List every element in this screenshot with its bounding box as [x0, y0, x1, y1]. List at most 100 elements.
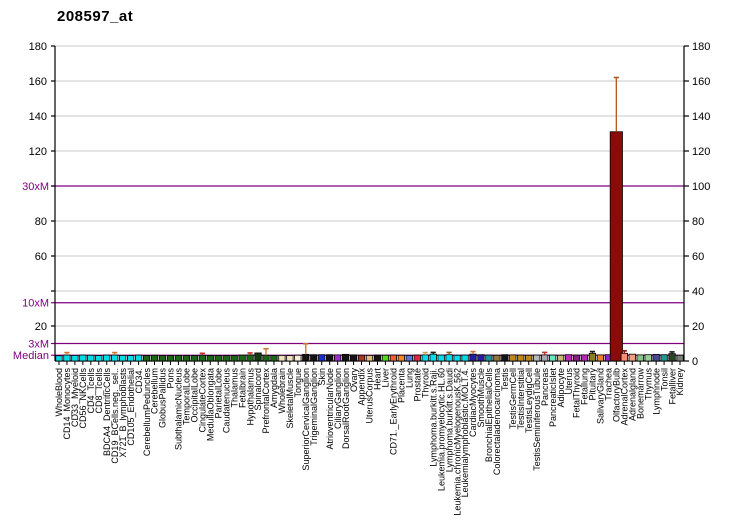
- x-label-TrigeminalGanglion: TrigeminalGanglion: [309, 368, 319, 446]
- bar-SkeletalMuscle: [286, 355, 294, 362]
- x-label-SmoothMuscle: SmoothMuscle: [476, 368, 486, 428]
- bar-Hypothalamus: [246, 354, 254, 362]
- y-label-right: 140: [692, 111, 710, 123]
- x-label-SkeletalMuscle: SkeletalMuscle: [285, 368, 295, 429]
- x-label-CD14_Monocytes: CD14_Monocytes: [62, 368, 72, 440]
- bar-Spinalcord: [254, 352, 262, 362]
- bar-CD19_BCells.neg._sel..: [111, 354, 119, 362]
- x-label-Leukemia.chronicMyelogenousK.562: Leukemia.chronicMyelogenousK.562: [452, 368, 462, 516]
- x-label-Placenta: Placenta: [397, 368, 407, 403]
- bar-CD105_Endothelial: [127, 355, 135, 362]
- x-label-Lymphoma.burkitt.s.Raji.: Lymphoma.burkitt.s.Raji.: [428, 368, 438, 467]
- y-label-left: 180: [29, 41, 47, 53]
- bar-TestisLeydigCell: [525, 354, 533, 362]
- y-label-right: 160: [692, 76, 710, 88]
- bar-Fetalbrain: [238, 354, 246, 362]
- y-label-right: 100: [692, 181, 710, 193]
- x-label-OccipitalLobe: OccipitalLobe: [190, 368, 200, 423]
- x-label-Adipocyte: Adipocyte: [556, 368, 566, 408]
- bar-OccipitalLobe: [190, 355, 198, 362]
- bar-FetalThyroid: [572, 354, 581, 362]
- bar-CD56_NKCells: [79, 354, 87, 362]
- y-label-right: 0: [692, 356, 698, 368]
- bar-UterusCorpus: [365, 354, 374, 362]
- bar-Cerebellum: [150, 354, 159, 362]
- y-label-right: 120: [692, 146, 710, 158]
- x-label-Amygdala: Amygdala: [269, 368, 279, 408]
- x-label-Lung: Lung: [405, 368, 415, 388]
- y-label-left: 140: [29, 111, 47, 123]
- x-label-X721_B_lymphoblasts: X721_B_lymphoblasts: [118, 368, 128, 458]
- x-label-CD8_Tcells: CD8_Tcells: [94, 368, 104, 414]
- x-label-SubthalamicNucleus: SubthalamicNucleus: [174, 368, 184, 451]
- x-label-Pons: Pons: [166, 368, 176, 389]
- reference-label-median: Median: [13, 350, 49, 362]
- bar-DorsalRootGanglion: [341, 353, 350, 362]
- x-label-TestisLeydigCell: TestisLeydigCell: [524, 368, 534, 433]
- x-label-Spinalcord: Spinalcord: [253, 368, 263, 411]
- y-label-right: 40: [692, 286, 704, 298]
- x-label-Cerebellum: Cerebellum: [150, 368, 160, 414]
- bar-Amygdala: [270, 354, 278, 362]
- y-label-right: 180: [692, 41, 710, 53]
- bars: [55, 131, 684, 362]
- y-label-right: 60: [692, 251, 704, 263]
- x-label-UterusCorpus: UterusCorpus: [365, 368, 375, 424]
- x-label-PancreaticIslet: PancreaticIslet: [548, 368, 558, 428]
- bar-Leukemia.promyelocytic.HL.60: [437, 354, 445, 362]
- bar-WholeBlood: [55, 355, 63, 362]
- bar-CD33_Myeloid: [71, 354, 79, 362]
- bar-BronchialEpithelialCells: [485, 354, 493, 362]
- bar-Wholebrain: [278, 354, 286, 362]
- x-label-Thyroid: Thyroid: [420, 368, 430, 398]
- x-label-AdrenalCortex: AdrenalCortex: [619, 368, 629, 426]
- x-label-TestisSeminiferousTubule: TestisSeminiferousTubule: [532, 368, 542, 471]
- x-label-Lymphnode: Lymphnode: [651, 368, 661, 415]
- bar-Prostate: [413, 354, 421, 362]
- bar-PancreaticIslet: [548, 354, 557, 362]
- x-label-Prostate: Prostate: [412, 368, 422, 402]
- bar-Colorectaladenocarcinoma: [493, 354, 501, 362]
- x-label-Heart: Heart: [373, 368, 383, 391]
- x-label-FetalThyroid: FetalThyroid: [572, 368, 582, 418]
- bar-CD4_Tcells: [87, 354, 95, 362]
- error-bars: [64, 76, 675, 356]
- bar-Testis: [501, 354, 509, 362]
- bar-CiliaryGanglion: [334, 354, 342, 362]
- x-label-CD71._EarlyErythroid: CD71._EarlyErythroid: [389, 368, 399, 455]
- x-label-Thalamus: Thalamus: [229, 368, 239, 408]
- bar-SubthalamicNucleus: [174, 354, 183, 362]
- x-label-Appendix: Appendix: [357, 368, 367, 406]
- bar-CingulateCortex: [198, 354, 206, 362]
- reference-label-3xm: 3xM: [28, 339, 49, 351]
- bar-Pancreas: [541, 354, 549, 362]
- x-label-Ovary: Ovary: [349, 368, 359, 393]
- bar-PrefrontalCortex: [262, 354, 270, 362]
- bar-Caudatenucleus: [222, 355, 230, 362]
- x-label-OlfactoryBulb: OlfactoryBulb: [612, 368, 622, 422]
- probe-set-title: 208597_at: [57, 8, 134, 25]
- x-label-Caudatenucleus: Caudatenucleus: [221, 368, 231, 434]
- x-label-Tonsil: Tonsil: [659, 368, 669, 391]
- x-label-Tongue: Tongue: [293, 368, 303, 398]
- y-label-left: 60: [35, 251, 47, 263]
- bar-TestisSeminiferousTubule: [533, 354, 541, 362]
- x-label-CiliaryGanglion: CiliaryGanglion: [333, 368, 343, 429]
- bar-Lymphoma.burkitt.s.Daudi: [445, 354, 453, 362]
- bar-Leukemialymphoblastic.MOLT.4.: [461, 354, 469, 362]
- bar-GlobusPallidus: [158, 355, 167, 362]
- x-label-DorsalRootGanglion: DorsalRootGanglion: [341, 368, 351, 449]
- x-label-CD56_NKCells: CD56_NKCells: [78, 368, 88, 429]
- x-label-TestisInterstitial: TestisInterstitial: [516, 368, 526, 430]
- bar-SalivaryGland: [596, 354, 605, 362]
- x-label-CD33_Myeloid: CD33_Myeloid: [70, 368, 80, 427]
- x-label-Trachea: Trachea: [604, 368, 614, 401]
- bar-Liver: [381, 354, 390, 362]
- y-label-right: 80: [692, 216, 704, 228]
- axes: [51, 45, 689, 362]
- bar-Tongue: [294, 354, 302, 362]
- bar-Tonsil: [660, 354, 668, 362]
- x-label-Kidney: Kidney: [675, 368, 685, 396]
